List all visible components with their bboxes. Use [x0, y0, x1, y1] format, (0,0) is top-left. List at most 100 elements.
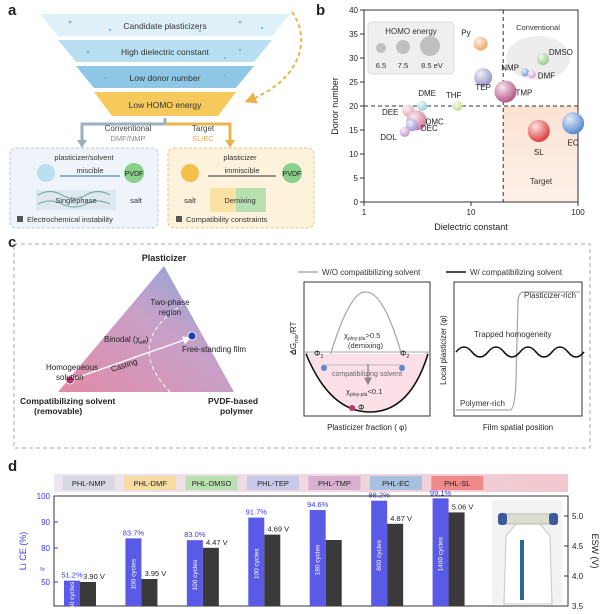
b-y-tick-label: 20 [349, 102, 358, 111]
ternary-top-label: Plasticizer [142, 253, 187, 263]
ternary-right-label-2: polymer [220, 406, 254, 416]
b-y-tick-label: 10 [349, 150, 358, 159]
d-left-tick-label: 100 [37, 492, 51, 501]
salt-label-left: salt [130, 196, 143, 205]
binodal-curve [148, 299, 191, 393]
ce-value-label: 94.6% [307, 500, 329, 509]
energy-diagram: W/O compatibilizing solvent 0 Φ1 Φ2 Φ χp… [289, 268, 431, 432]
ternary-triangle [58, 266, 234, 392]
category-chip [185, 476, 238, 490]
data-point-sl: SL [527, 119, 550, 157]
phi1-label: Φ1 [314, 349, 323, 360]
panel-b: 1 10 100 0 5 10 15 20 25 30 35 40 Dielectric consta… [330, 6, 585, 232]
esw-value-label: 3.95 V [145, 569, 167, 578]
bar-group-phl-tmp: 180 cycles 94.6% [307, 500, 342, 606]
funnel-text-1: Candidate plasticizers [123, 21, 206, 31]
point-label: SL [534, 148, 544, 157]
point-highlight [527, 119, 550, 142]
ternary-left-label-1: Compatibilizing solvent [20, 396, 116, 406]
profile-frame [453, 281, 583, 417]
point-label: DEC [421, 124, 438, 133]
solvent-label: plasticizer/solvent [54, 153, 114, 162]
lab-coat [503, 523, 553, 605]
b-y-tick-label: 15 [349, 126, 358, 135]
cycles-label: 1400 cycles [438, 536, 445, 571]
point-highlight [527, 70, 536, 79]
demixing-label-c: (demixing) [348, 341, 384, 350]
esw-bar [387, 523, 404, 606]
esw-value-label: 4.47 V [206, 538, 228, 547]
miscible-label: miscible [76, 166, 103, 175]
point-label: DMF [538, 71, 555, 80]
category-chip [369, 476, 422, 490]
energy-frame [303, 281, 431, 417]
d-right-tick-label: 5.0 [572, 512, 584, 521]
d-left-tick-label: 80 [41, 544, 50, 553]
esw-value-label: 4.69 V [267, 525, 289, 534]
conventional-arrow [80, 118, 167, 142]
d-left-tick-label: 50 [41, 578, 50, 587]
cycles-label: 180 cycles [315, 544, 322, 575]
ce-value-label: 83.7% [123, 528, 145, 537]
profile-xlabel: Film spatial position [483, 423, 553, 432]
data-point-tep: TEP [474, 68, 493, 92]
target-label: Target [192, 124, 215, 133]
esw-value-label: 5.06 V [452, 502, 474, 511]
phi-point [349, 405, 355, 411]
phi2-label: Φ2 [400, 349, 409, 360]
casting-arrow [69, 336, 192, 381]
ce-bar [248, 517, 265, 606]
point-label: TEP [475, 83, 491, 92]
point-highlight [521, 68, 530, 77]
ternary-right-label-1: PVDF-based [208, 396, 258, 406]
panel-a-letter: a [8, 2, 17, 19]
d-right-tick-label: 4.0 [572, 572, 584, 581]
profile-step-curve [456, 291, 580, 411]
esw-bar [264, 534, 281, 606]
cycles-label: 100 cycles [192, 559, 199, 590]
chi-low-label: χploy-pla<0.1 [346, 387, 382, 398]
data-point-tmp: TMP [494, 80, 532, 103]
point-label: DME [418, 89, 436, 98]
data-point-ec: EC [562, 112, 585, 147]
profile-wave-curve [455, 346, 585, 358]
data-point-dmso: DMSO [536, 48, 573, 65]
trapped-label: Trapped homogeneity [474, 330, 552, 339]
esw-bar [448, 512, 465, 606]
b-x-axis-label: Dielectric constant [434, 222, 508, 232]
point-highlight [474, 68, 493, 87]
esw-bar [141, 579, 158, 606]
chi-high-label: χploy-pla>0.5 [344, 331, 380, 342]
ce-value-label: 83.0% [184, 530, 206, 539]
homogeneous-point [65, 375, 75, 385]
category-chip [431, 476, 484, 490]
ternary-diagram: Plasticizer Two-phase region Binodal (χe… [20, 253, 258, 416]
target-region-label: Target [530, 177, 553, 186]
target-box: PVDF plasticizer immiscible Demixing sal… [167, 147, 315, 229]
point-highlight [417, 101, 428, 111]
category-chip [62, 476, 115, 490]
cycles-label: 600 cycles [376, 539, 383, 570]
category-chip [308, 476, 361, 490]
homogeneous-label-2: solution [56, 373, 84, 382]
funnel: Candidate plasticizers High dielectric c… [40, 14, 290, 116]
category-chips: PHL-NMP PHL-DMF PHL-DMSO PHL-TEP PHL-TMP PHL-… [62, 476, 484, 490]
d-right-tick-label: 3.5 [572, 602, 584, 611]
point-label: DMC [426, 117, 444, 126]
legend-size-small [376, 43, 386, 53]
funnel-text-4: Low HOMO energy [129, 100, 202, 110]
b-x-tick-label: 10 [467, 208, 476, 217]
b-y-axis-label: Donor number [330, 77, 340, 135]
ce-value-label: 98.2% [369, 491, 391, 500]
ce-bar [432, 498, 449, 606]
category-label: PHL-DMSO [192, 479, 232, 488]
bar-group-phl-dmf: 100 cycles 83.7% 3.95 V [123, 528, 166, 606]
cross-icon-right [176, 216, 182, 222]
point-label: TMP [515, 89, 532, 98]
b-x-tick-label: 1 [362, 208, 367, 217]
category-label: PHL-TEP [257, 479, 289, 488]
ce-value-label: 91.7% [246, 508, 268, 517]
point-highlight [473, 36, 488, 51]
energy-ylabel: ΔGmix/RT [289, 321, 300, 354]
